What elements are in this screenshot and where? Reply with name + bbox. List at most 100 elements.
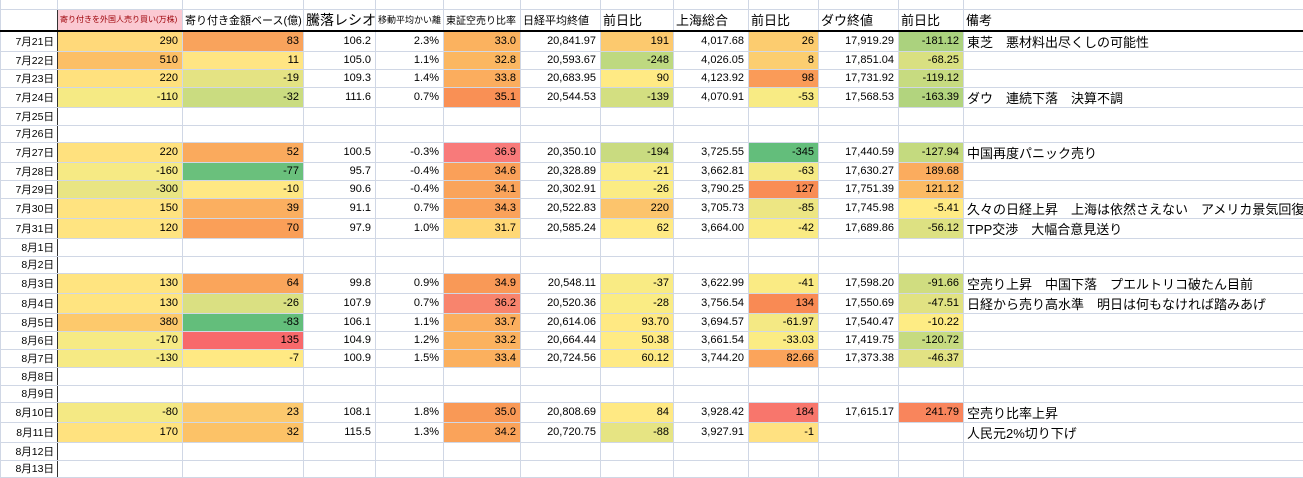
cell-g[interactable]: -28 xyxy=(601,294,674,314)
cell-g[interactable]: -37 xyxy=(601,274,674,294)
cell-k[interactable]: -47.51 xyxy=(899,294,964,314)
cell-e[interactable]: 32.8 xyxy=(444,52,521,70)
row-date[interactable]: 7月25日 xyxy=(1,108,58,126)
column-header-advance-decline-ratio[interactable]: 騰落レシオ xyxy=(304,9,376,31)
cell-f[interactable]: 20,720.75 xyxy=(521,423,601,443)
cell-f[interactable] xyxy=(521,443,601,461)
cell-e[interactable]: 36.2 xyxy=(444,294,521,314)
cell-i[interactable]: -42 xyxy=(749,219,819,239)
cell-i[interactable] xyxy=(749,385,819,403)
cell-k[interactable]: 121.12 xyxy=(899,181,964,199)
cell-c[interactable]: 106.1 xyxy=(304,314,376,332)
cell-e[interactable]: 34.1 xyxy=(444,181,521,199)
cell-d[interactable] xyxy=(376,368,444,386)
column-header-nikkei-change[interactable]: 前日比 xyxy=(601,9,674,31)
empty-cell[interactable] xyxy=(304,0,376,9)
cell-g[interactable]: 60.12 xyxy=(601,350,674,368)
cell-f[interactable]: 20,808.69 xyxy=(521,403,601,423)
cell-f[interactable]: 20,841.97 xyxy=(521,31,601,52)
cell-f[interactable]: 20,544.53 xyxy=(521,88,601,108)
cell-c[interactable]: 99.8 xyxy=(304,274,376,294)
row-date[interactable]: 7月28日 xyxy=(1,163,58,181)
cell-h[interactable]: 4,123.92 xyxy=(674,70,749,88)
cell-g[interactable] xyxy=(601,443,674,461)
cell-i[interactable] xyxy=(749,108,819,126)
cell-j[interactable]: 17,689.86 xyxy=(819,219,899,239)
cell-h[interactable]: 3,622.99 xyxy=(674,274,749,294)
cell-k[interactable]: -91.66 xyxy=(899,274,964,294)
cell-i[interactable]: 184 xyxy=(749,403,819,423)
cell-a[interactable] xyxy=(58,108,183,126)
cell-e[interactable]: 34.2 xyxy=(444,423,521,443)
empty-cell[interactable] xyxy=(749,0,819,9)
cell-k[interactable]: -10.22 xyxy=(899,314,964,332)
empty-cell[interactable] xyxy=(601,0,674,9)
cell-i[interactable]: 134 xyxy=(749,294,819,314)
empty-cell[interactable] xyxy=(376,0,444,9)
cell-k[interactable] xyxy=(899,256,964,274)
cell-remark[interactable] xyxy=(964,385,1303,403)
cell-a[interactable]: -110 xyxy=(58,88,183,108)
cell-j[interactable]: 17,731.92 xyxy=(819,70,899,88)
cell-i[interactable] xyxy=(749,460,819,478)
cell-h[interactable]: 3,756.54 xyxy=(674,294,749,314)
cell-d[interactable]: 2.3% xyxy=(376,31,444,52)
cell-b[interactable]: -7 xyxy=(183,350,304,368)
cell-d[interactable]: 1.1% xyxy=(376,52,444,70)
cell-g[interactable] xyxy=(601,385,674,403)
cell-remark[interactable]: 空売り上昇 中国下落 プエルトリコ破たん目前 xyxy=(964,274,1303,294)
cell-i[interactable] xyxy=(749,256,819,274)
cell-d[interactable] xyxy=(376,443,444,461)
cell-h[interactable] xyxy=(674,443,749,461)
cell-f[interactable]: 20,302.91 xyxy=(521,181,601,199)
cell-g[interactable] xyxy=(601,460,674,478)
cell-g[interactable] xyxy=(601,108,674,126)
cell-i[interactable] xyxy=(749,239,819,257)
cell-h[interactable]: 3,662.81 xyxy=(674,163,749,181)
row-date[interactable]: 8月7日 xyxy=(1,350,58,368)
empty-cell[interactable] xyxy=(819,0,899,9)
empty-cell[interactable] xyxy=(183,0,304,9)
cell-i[interactable]: -1 xyxy=(749,423,819,443)
cell-a[interactable] xyxy=(58,256,183,274)
cell-k[interactable]: -5.41 xyxy=(899,199,964,219)
cell-a[interactable]: -160 xyxy=(58,163,183,181)
cell-g[interactable]: -194 xyxy=(601,143,674,163)
cell-j[interactable]: 17,419.75 xyxy=(819,332,899,350)
row-date[interactable]: 7月29日 xyxy=(1,181,58,199)
cell-c[interactable]: 107.9 xyxy=(304,294,376,314)
cell-g[interactable]: 50.38 xyxy=(601,332,674,350)
cell-k[interactable] xyxy=(899,108,964,126)
cell-g[interactable]: 93.70 xyxy=(601,314,674,332)
cell-d[interactable] xyxy=(376,385,444,403)
cell-j[interactable]: 17,550.69 xyxy=(819,294,899,314)
cell-b[interactable]: 11 xyxy=(183,52,304,70)
cell-j[interactable]: 17,751.39 xyxy=(819,181,899,199)
cell-j[interactable]: 17,630.27 xyxy=(819,163,899,181)
cell-e[interactable] xyxy=(444,239,521,257)
cell-b[interactable]: -83 xyxy=(183,314,304,332)
cell-h[interactable]: 3,694.57 xyxy=(674,314,749,332)
cell-f[interactable]: 20,664.44 xyxy=(521,332,601,350)
cell-b[interactable]: 135 xyxy=(183,332,304,350)
row-date[interactable]: 8月4日 xyxy=(1,294,58,314)
cell-b[interactable]: 32 xyxy=(183,423,304,443)
cell-remark[interactable]: 中国再度パニック売り xyxy=(964,143,1303,163)
row-date[interactable]: 8月5日 xyxy=(1,314,58,332)
cell-b[interactable] xyxy=(183,256,304,274)
cell-i[interactable]: -41 xyxy=(749,274,819,294)
cell-c[interactable]: 95.7 xyxy=(304,163,376,181)
cell-remark[interactable]: 空売り比率上昇 xyxy=(964,403,1303,423)
cell-c[interactable]: 111.6 xyxy=(304,88,376,108)
cell-remark[interactable] xyxy=(964,443,1303,461)
cell-h[interactable]: 3,725.55 xyxy=(674,143,749,163)
cell-b[interactable]: -77 xyxy=(183,163,304,181)
cell-a[interactable]: 170 xyxy=(58,423,183,443)
empty-cell[interactable] xyxy=(1,0,58,9)
cell-j[interactable] xyxy=(819,256,899,274)
cell-h[interactable] xyxy=(674,368,749,386)
cell-k[interactable]: 189.68 xyxy=(899,163,964,181)
cell-d[interactable]: 0.7% xyxy=(376,294,444,314)
cell-e[interactable]: 35.0 xyxy=(444,403,521,423)
cell-h[interactable] xyxy=(674,256,749,274)
